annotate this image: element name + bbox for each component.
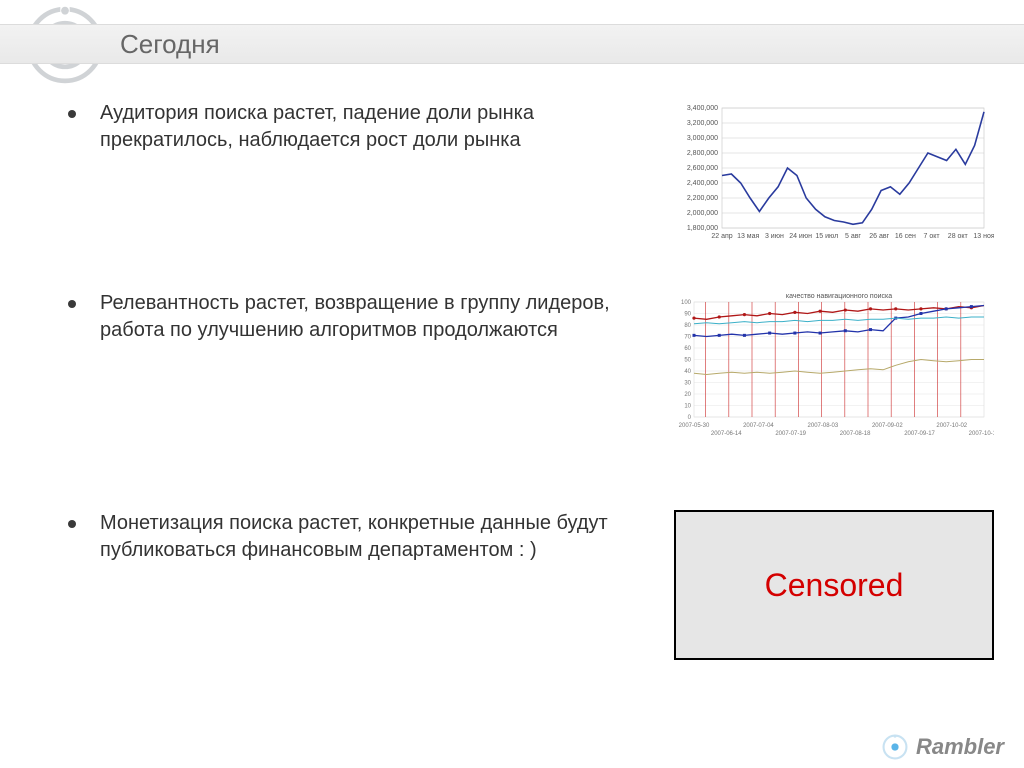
svg-text:70: 70 (684, 335, 691, 341)
svg-text:7 окт: 7 окт (924, 233, 941, 240)
svg-text:13 мая: 13 мая (737, 233, 759, 240)
svg-text:2007-06-14: 2007-06-14 (711, 431, 742, 437)
bullet-text: Монетизация поиска растет, конкретные да… (100, 510, 630, 564)
svg-text:2007-07-04: 2007-07-04 (743, 423, 774, 429)
svg-text:2007-05-30: 2007-05-30 (679, 423, 710, 429)
brand-label: Rambler (916, 734, 1004, 760)
censored-label: Censored (765, 567, 904, 604)
svg-text:2007-09-02: 2007-09-02 (872, 423, 903, 429)
svg-text:3 июн: 3 июн (765, 233, 784, 240)
bullet-text: Релевантность растет, возвращение в груп… (100, 290, 630, 344)
audience-chart: 1,800,000 2,000,000 2,200,000 2,400,000 2,60… (674, 100, 994, 250)
svg-text:качество навигационного поиска: качество навигационного поиска (786, 293, 892, 300)
svg-text:80: 80 (684, 323, 691, 329)
svg-text:40: 40 (684, 369, 691, 375)
svg-text:24 июн: 24 июн (789, 233, 812, 240)
relevance-chart: качество навигационного поиска 0 10 20 30 40 5… (674, 290, 994, 440)
svg-text:2007-10-02: 2007-10-02 (936, 423, 967, 429)
svg-text:5 авг: 5 авг (845, 233, 861, 240)
svg-text:26 авг: 26 авг (869, 233, 889, 240)
svg-text:2,000,000: 2,000,000 (687, 210, 718, 217)
footer-orbit-icon (882, 734, 908, 760)
svg-text:2007-09-17: 2007-09-17 (904, 431, 935, 437)
svg-text:2,800,000: 2,800,000 (687, 150, 718, 157)
bullet-row-3: Монетизация поиска растет, конкретные да… (0, 510, 1024, 564)
svg-text:3,400,000: 3,400,000 (687, 105, 718, 112)
svg-text:2007-08-03: 2007-08-03 (808, 423, 839, 429)
svg-text:13 ноя: 13 ноя (973, 233, 994, 240)
bullet-marker (0, 510, 100, 564)
svg-text:3,200,000: 3,200,000 (687, 120, 718, 127)
svg-text:60: 60 (684, 346, 691, 352)
svg-text:2007-08-18: 2007-08-18 (840, 431, 871, 437)
svg-text:28 окт: 28 окт (948, 233, 969, 240)
svg-text:100: 100 (681, 300, 692, 306)
svg-text:3,000,000: 3,000,000 (687, 135, 718, 142)
svg-text:90: 90 (684, 312, 691, 318)
svg-text:2,600,000: 2,600,000 (687, 165, 718, 172)
content-area: Аудитория поиска растет, падение доли ры… (0, 100, 1024, 718)
title-bar: Сегодня (0, 24, 1024, 64)
bullet-row-2: Релевантность растет, возвращение в груп… (0, 290, 1024, 344)
page-title: Сегодня (120, 29, 220, 60)
censored-box: Censored (674, 510, 994, 660)
bullet-text: Аудитория поиска растет, падение доли ры… (100, 100, 630, 154)
censored-panel: Censored (674, 510, 994, 660)
svg-text:22 апр: 22 апр (711, 233, 732, 240)
svg-text:16 сен: 16 сен (895, 233, 916, 240)
bullet-row-1: Аудитория поиска растет, падение доли ры… (0, 100, 1024, 154)
svg-text:50: 50 (684, 358, 691, 364)
svg-text:0: 0 (688, 415, 692, 421)
svg-text:30: 30 (684, 381, 691, 387)
svg-text:2007-07-19: 2007-07-19 (775, 431, 806, 437)
slide: Сегодня Аудитория поиска растет, падение… (0, 0, 1024, 768)
svg-text:2,200,000: 2,200,000 (687, 195, 718, 202)
svg-text:10: 10 (684, 404, 691, 410)
svg-text:20: 20 (684, 392, 691, 398)
svg-text:15 июл: 15 июл (815, 233, 838, 240)
svg-text:1,800,000: 1,800,000 (687, 225, 718, 232)
footer-logo: Rambler (882, 734, 1004, 760)
bullet-marker (0, 100, 100, 154)
svg-text:2007-10-17: 2007-10-17 (969, 431, 994, 437)
bullet-marker (0, 290, 100, 344)
svg-text:2,400,000: 2,400,000 (687, 180, 718, 187)
